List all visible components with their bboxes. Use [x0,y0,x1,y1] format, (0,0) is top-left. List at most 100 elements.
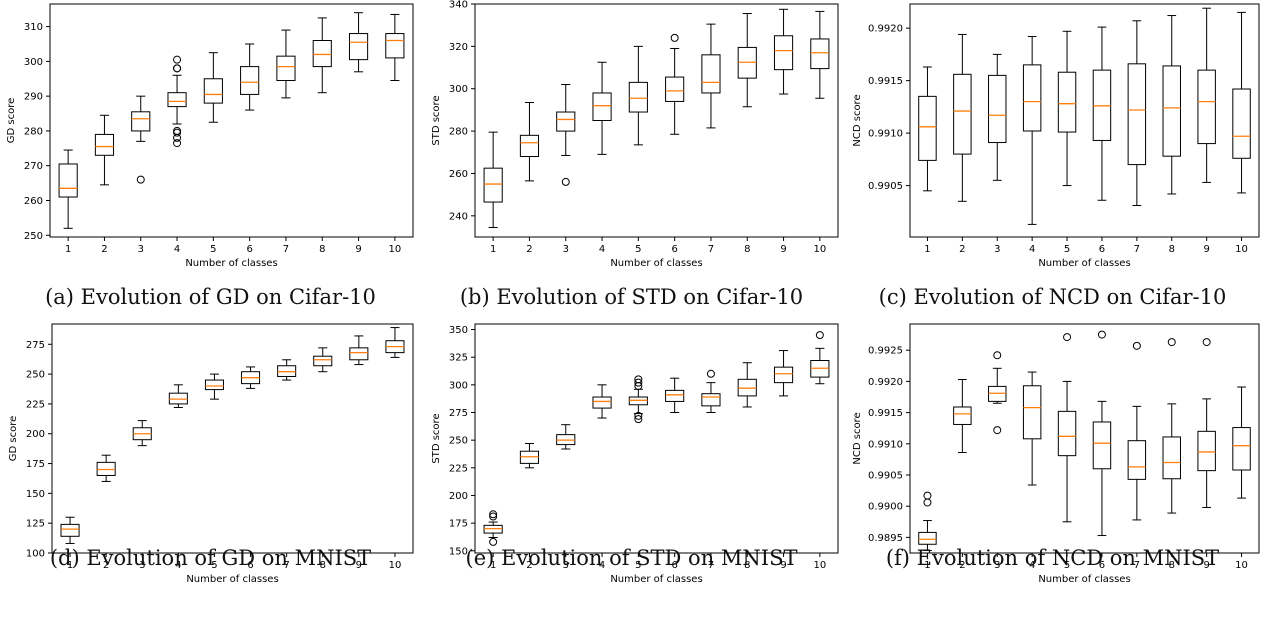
iqr-box [953,73,972,155]
y-tick-label: 0.9905 [868,181,903,192]
iqr-box [204,379,224,391]
chart-panel-b: 240 260 280 300 320 340 1 2 3 4 5 6 7 8 9 10 Number of c… [421,0,842,316]
box-group-8 [1162,338,1181,514]
x-tick-label: 6 [1099,244,1105,255]
outlier-point [634,378,643,387]
iqr-box [556,434,576,446]
iqr-box [58,163,78,198]
box-group-6 [241,366,261,389]
y-tick-label: 225 [449,463,468,474]
box-group-2 [953,33,972,202]
x-tick-label: 10 [813,560,826,571]
outlier-point [923,498,932,507]
axes-frame [909,323,1260,554]
y-tick-label: 225 [26,399,45,410]
y-tick-label: 0.9925 [868,346,903,357]
y-tick-label: 0.9895 [868,533,903,544]
iqr-box [312,40,332,68]
box-group-7 [1127,341,1147,521]
chart-panel-a: 250 260 270 280 290 300 310 1 2 3 4 5 6 7 8 9 10 Number o… [0,0,421,316]
iqr-box [918,531,937,545]
x-tick-label: 5 [635,560,641,571]
box-group-9 [348,12,369,73]
x-tick-label: 6 [1099,560,1105,571]
iqr-box [1162,65,1181,157]
x-tick-label: 8 [320,560,326,571]
chart-panel-c: 0.9905 0.9910 0.9915 0.9920 1 2 3 4 5 6 7 8 9 10 Numbe… [842,0,1263,316]
x-tick-label: 3 [563,244,569,255]
x-tick-label: 4 [175,560,181,571]
box-group-4 [1022,371,1042,486]
iqr-box [1197,69,1216,145]
outlier-point [489,537,498,546]
caption-e: (e) Evolution of STD on MNIST [465,546,798,570]
x-tick-label: 7 [283,560,289,571]
box-group-5 [628,375,648,424]
boxplot-chart-f: 0.9895 0.9900 0.9905 0.9910 0.9915 0.9920 0.99… [852,323,1260,585]
y-tick-label: 320 [449,42,468,53]
outlier-point [136,175,145,184]
iqr-box [592,396,612,409]
chart-panel-e: 150 175 200 225 250 275 300 325 350 1 2 3 4 5 6 7 8 9 10 Nu… [421,316,842,632]
outlier-point [634,411,643,420]
y-tick-label: 175 [26,459,45,470]
box-group-3 [556,83,576,186]
x-tick-label: 4 [599,560,605,571]
y-tick-label: 350 [449,325,468,336]
y-tick-label: 300 [449,380,468,391]
x-axis-label: Number of classes [610,574,702,585]
x-tick-label: 5 [1064,560,1070,571]
box-group-3 [131,95,151,184]
x-tick-label: 7 [1134,244,1140,255]
x-tick-label: 10 [388,244,401,255]
x-tick-label: 5 [211,560,217,571]
iqr-box [1057,410,1077,457]
box-group-8 [737,13,757,108]
box-group-8 [737,362,757,408]
iqr-box [665,76,685,102]
iqr-box [203,78,223,104]
outlier-point [993,426,1002,435]
iqr-box [60,523,80,537]
x-axis-label: Number of classes [1038,258,1130,269]
y-tick-label: 300 [24,57,43,68]
x-tick-label: 10 [813,244,826,255]
x-tick-label: 6 [671,560,677,571]
x-tick-label: 3 [994,244,1000,255]
x-tick-label: 10 [389,560,402,571]
x-tick-label: 9 [780,244,786,255]
x-tick-label: 10 [1235,244,1248,255]
x-tick-label: 3 [994,560,1000,571]
box-group-3 [988,53,1007,181]
outlier-point [634,375,643,384]
x-tick-label: 4 [599,244,605,255]
outlier-point [993,351,1002,360]
iqr-box [1232,427,1251,471]
caption-b: (b) Evolution of STD on Cifar-10 [459,285,804,309]
iqr-box [810,38,830,70]
box-group-8 [313,347,333,373]
axes-frame [51,323,414,554]
iqr-box [628,81,648,113]
y-tick-label: 125 [26,519,45,530]
y-tick-label: 275 [449,408,468,419]
box-group-2 [519,101,540,182]
box-group-9 [349,335,369,366]
x-tick-label: 1 [490,244,496,255]
box-group-9 [773,8,794,95]
x-axis-label: Number of classes [610,258,702,269]
box-group-10 [385,327,405,358]
caption-c: (c) Evolution of NCD on Cifar-10 [878,285,1227,309]
axes-frame [474,3,839,238]
box-group-6 [665,377,685,414]
iqr-box [556,111,576,132]
box-group-5 [628,45,648,146]
y-tick-label: 200 [26,429,45,440]
x-tick-label: 5 [635,244,641,255]
box-group-2 [94,114,115,186]
box-group-7 [701,23,721,129]
x-tick-label: 2 [526,560,532,571]
x-tick-label: 6 [247,560,253,571]
y-tick-label: 280 [449,127,468,138]
outlier-point [1132,341,1141,350]
